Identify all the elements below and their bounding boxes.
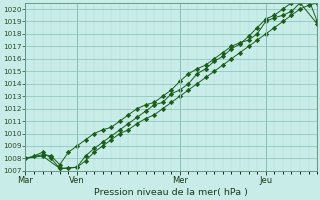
X-axis label: Pression niveau de la mer( hPa ): Pression niveau de la mer( hPa ) <box>94 188 248 197</box>
